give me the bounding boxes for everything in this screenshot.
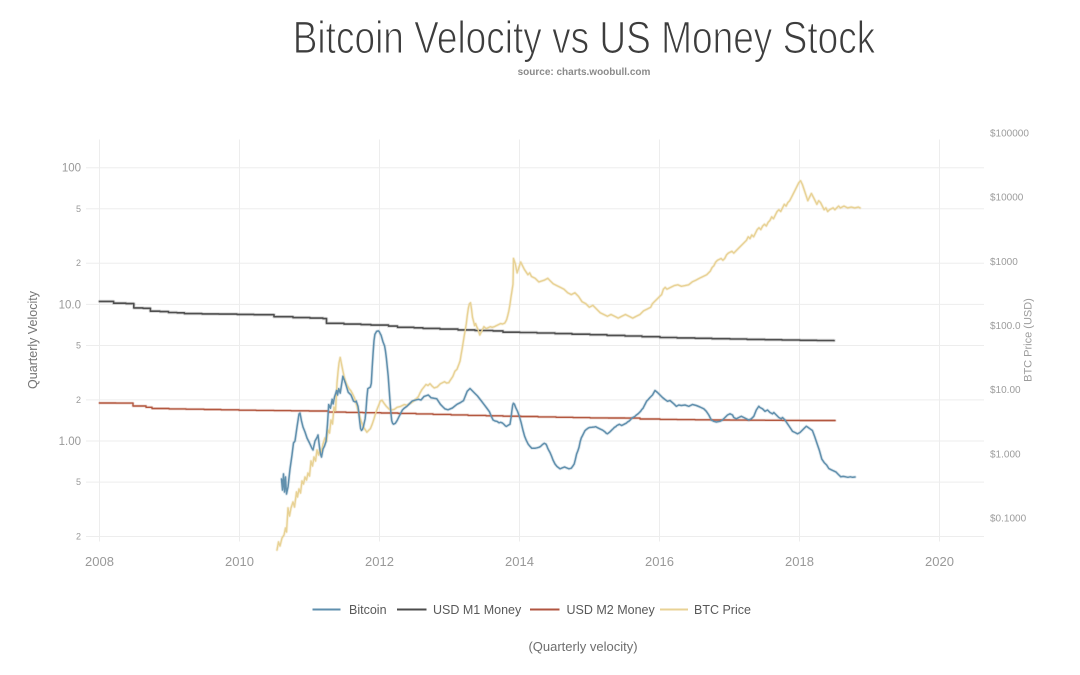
svg-text:2: 2: [76, 532, 81, 542]
svg-text:5: 5: [76, 341, 81, 351]
svg-text:BTC Price: BTC Price: [694, 603, 751, 617]
svg-text:$1.000: $1.000: [990, 449, 1021, 460]
svg-text:2014: 2014: [505, 554, 534, 569]
svg-text:2008: 2008: [85, 554, 114, 569]
svg-text:1.00: 1.00: [59, 436, 81, 448]
svg-text:USD M1 Money: USD M1 Money: [433, 603, 522, 617]
svg-text:Bitcoin: Bitcoin: [349, 603, 387, 617]
svg-text:2012: 2012: [365, 554, 394, 569]
svg-text:$1000: $1000: [990, 257, 1018, 268]
svg-text:(Quarterly velocity): (Quarterly velocity): [528, 639, 637, 654]
svg-text:100: 100: [62, 163, 81, 175]
svg-text:2010: 2010: [225, 554, 254, 569]
svg-text:2018: 2018: [785, 554, 814, 569]
svg-text:5: 5: [76, 204, 81, 214]
svg-text:Quarterly Velocity: Quarterly Velocity: [26, 290, 40, 389]
svg-text:$10.00: $10.00: [990, 385, 1021, 396]
svg-text:USD M2 Money: USD M2 Money: [567, 603, 656, 617]
svg-text:BTC Price (USD): BTC Price (USD): [1023, 298, 1035, 382]
svg-text:$10000: $10000: [990, 193, 1024, 204]
svg-text:5: 5: [76, 477, 81, 487]
svg-text:$0.1000: $0.1000: [990, 514, 1027, 525]
svg-text:2016: 2016: [645, 554, 674, 569]
svg-text:2: 2: [76, 395, 81, 405]
svg-text:10.0: 10.0: [59, 299, 81, 311]
svg-text:2: 2: [76, 258, 81, 268]
svg-text:$100.0: $100.0: [990, 321, 1021, 332]
svg-text:2020: 2020: [925, 554, 954, 569]
svg-text:$100000: $100000: [990, 128, 1029, 139]
